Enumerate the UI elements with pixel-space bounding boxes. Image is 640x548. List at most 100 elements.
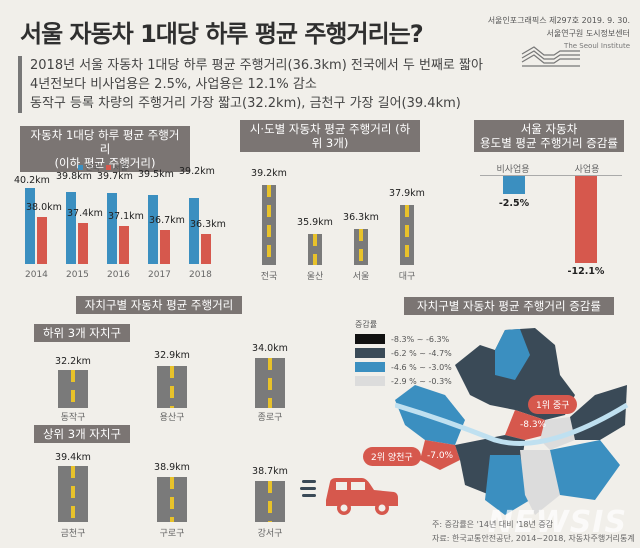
- map-chart-title: 자치구별 자동차 평균 주행거리 증감률: [404, 297, 614, 315]
- bar-national-2017: [148, 195, 158, 264]
- road-bar-jongno: [255, 358, 285, 408]
- road-bar-guro: [157, 477, 187, 522]
- x-tick: 2018: [189, 270, 212, 280]
- province-chart-title: 시·도별 자동차 평균 주행거리 (하위 3개): [240, 120, 420, 152]
- title-line: 용도별 평균 주행거리 증감률: [480, 136, 618, 150]
- publication-info: 서울인포그래픽스 제297호 2019. 9. 30. 서울연구원 도시정보센터…: [488, 14, 630, 53]
- footer-note: 주: 증감률은 '14년 대비 '18년 증감: [432, 520, 554, 529]
- watermark: NEWSIS: [488, 505, 628, 540]
- x-tick: 2014: [25, 270, 48, 280]
- x-tick: 사업용: [574, 165, 600, 175]
- bar-seoul-2015: [78, 223, 88, 264]
- legend-label: 서울: [113, 163, 129, 172]
- value-label: 37.1km: [108, 211, 144, 222]
- x-tick: 2017: [148, 270, 171, 280]
- road-bar-national: [262, 185, 276, 265]
- value-label: 34.0km: [252, 343, 288, 354]
- legend-swatch-seoul: [106, 165, 112, 170]
- yearly-bar-chart: 40.2km 38.0km 39.8km 37.4km 39.7km 37.1k…: [14, 166, 226, 264]
- summary-block: 2018년 서울 자동차 1대당 하루 평균 주행거리(36.3km) 전국에서…: [18, 56, 483, 113]
- x-tick: 울산: [306, 272, 324, 282]
- value-label: 36.3km: [343, 212, 379, 223]
- road-bar-geumcheon: [58, 466, 88, 522]
- x-tick: 금천구: [60, 529, 86, 539]
- top3-subtitle: 상위 3개 자치구: [34, 425, 130, 443]
- bar-commercial: [575, 176, 597, 263]
- x-tick: 종로구: [257, 413, 283, 423]
- bar-national-2016: [107, 193, 117, 264]
- seoul-institute-logo-icon: [521, 46, 580, 67]
- map-legend-title: 증감률: [355, 320, 378, 329]
- yearly-chart-title: 자동차 1대당 하루 평균 주행거리 (이하 평균 주행거리): [20, 126, 190, 172]
- zero-baseline: [480, 175, 622, 176]
- value-label: 39.5km: [138, 169, 174, 180]
- value-label: 37.9km: [389, 188, 425, 199]
- map-legend: -8.3% ~ -6.3% -6.2 % ~ -4.7% -4.6 % ~ -3…: [355, 332, 452, 388]
- x-tick: 비사업용: [496, 165, 530, 175]
- annotation-value: -8.3%: [520, 420, 547, 430]
- summary-line: 동작구 등록 차량의 주행거리 가장 짧고(32.2km), 금천구 가장 길어…: [30, 96, 461, 111]
- annotation-rank1-jung-gu: 1위 중구: [528, 395, 578, 414]
- legend-label: -4.6 % ~ -3.0%: [391, 362, 452, 372]
- value-label: 39.2km: [251, 168, 287, 179]
- value-label: 39.2km: [179, 166, 215, 177]
- bar-national-2018: [189, 198, 199, 264]
- value-label: 38.7km: [252, 466, 288, 477]
- value-label: 38.9km: [154, 462, 190, 473]
- org-name: 서울연구원 도시정보센터: [546, 29, 630, 38]
- value-label: 32.9km: [154, 350, 190, 361]
- legend-swatch: [355, 348, 385, 358]
- yearly-x-axis: 2014 2015 2016 2017 2018: [20, 270, 220, 282]
- road-bar-ulsan: [308, 234, 322, 265]
- legend-swatch-national: [78, 165, 83, 170]
- yearly-chart-legend: 전국 서울: [78, 162, 128, 173]
- car-icon: [300, 478, 398, 515]
- x-tick: 용산구: [159, 413, 185, 423]
- value-label: 39.8km: [56, 171, 92, 182]
- road-bar-dongjak: [58, 370, 88, 408]
- bar-seoul-2014: [37, 217, 47, 264]
- bar-non-commercial: [503, 176, 525, 194]
- value-label: 32.2km: [55, 356, 91, 367]
- value-label: -2.5%: [498, 198, 530, 209]
- annotation-rank2-yangcheon-gu: 2위 양천구: [363, 447, 421, 466]
- value-label: 38.0km: [26, 202, 62, 213]
- bar-national-2014: [25, 188, 35, 264]
- legend-swatch: [355, 362, 385, 372]
- road-bar-yongsan: [157, 366, 187, 408]
- legend-label: -8.3% ~ -6.3%: [391, 334, 450, 344]
- bar-national-2015: [66, 192, 76, 264]
- value-label: 36.7km: [149, 215, 185, 226]
- annotation-value: -7.0%: [427, 451, 454, 461]
- legend-label: -6.2 % ~ -4.7%: [391, 348, 452, 358]
- road-bar-seoul: [354, 229, 368, 265]
- value-label: 37.4km: [67, 208, 103, 219]
- value-label: -12.1%: [567, 266, 605, 277]
- title-line: 서울 자동차: [520, 122, 578, 136]
- legend-swatch: [355, 334, 385, 344]
- series-number: 서울인포그래픽스 제297호 2019. 9. 30.: [487, 16, 630, 25]
- value-label: 39.4km: [55, 452, 91, 463]
- summary-line: 2018년 서울 자동차 1대당 하루 평균 주행거리(36.3km) 전국에서…: [30, 58, 483, 73]
- value-label: 36.3km: [190, 219, 226, 230]
- x-tick: 서울: [352, 272, 370, 282]
- bottom3-subtitle: 하위 3개 자치구: [34, 324, 130, 342]
- legend-label: -2.9 % ~ -0.3%: [391, 376, 452, 386]
- value-label: 40.2km: [14, 175, 50, 186]
- title-line: 자동차 1대당 하루 평균 주행거리: [30, 128, 180, 156]
- legend-swatch: [355, 376, 385, 386]
- bar-seoul-2018: [201, 234, 211, 264]
- x-tick: 2015: [66, 270, 89, 280]
- x-tick: 강서구: [257, 529, 283, 539]
- x-tick: 대구: [398, 272, 416, 282]
- footer-notes: 주: 증감률은 '14년 대비 '18년 증감 자료: 한국교통안전공단, 20…: [432, 518, 635, 546]
- legend-label: 전국: [85, 163, 100, 172]
- footer-source: 자료: 한국교통안전공단, 2014~2018, 자동차주행거리통계: [432, 534, 635, 543]
- summary-line: 4년전보다 비사업용은 2.5%, 사업용은 12.1% 감소: [30, 77, 317, 92]
- x-tick: 동작구: [60, 413, 86, 423]
- bar-seoul-2017: [160, 230, 170, 264]
- road-bar-daegu: [400, 205, 414, 265]
- x-tick: 구로구: [159, 529, 185, 539]
- value-label: 35.9km: [297, 217, 333, 228]
- district-chart-title: 자치구별 자동차 평균 주행거리: [76, 296, 242, 314]
